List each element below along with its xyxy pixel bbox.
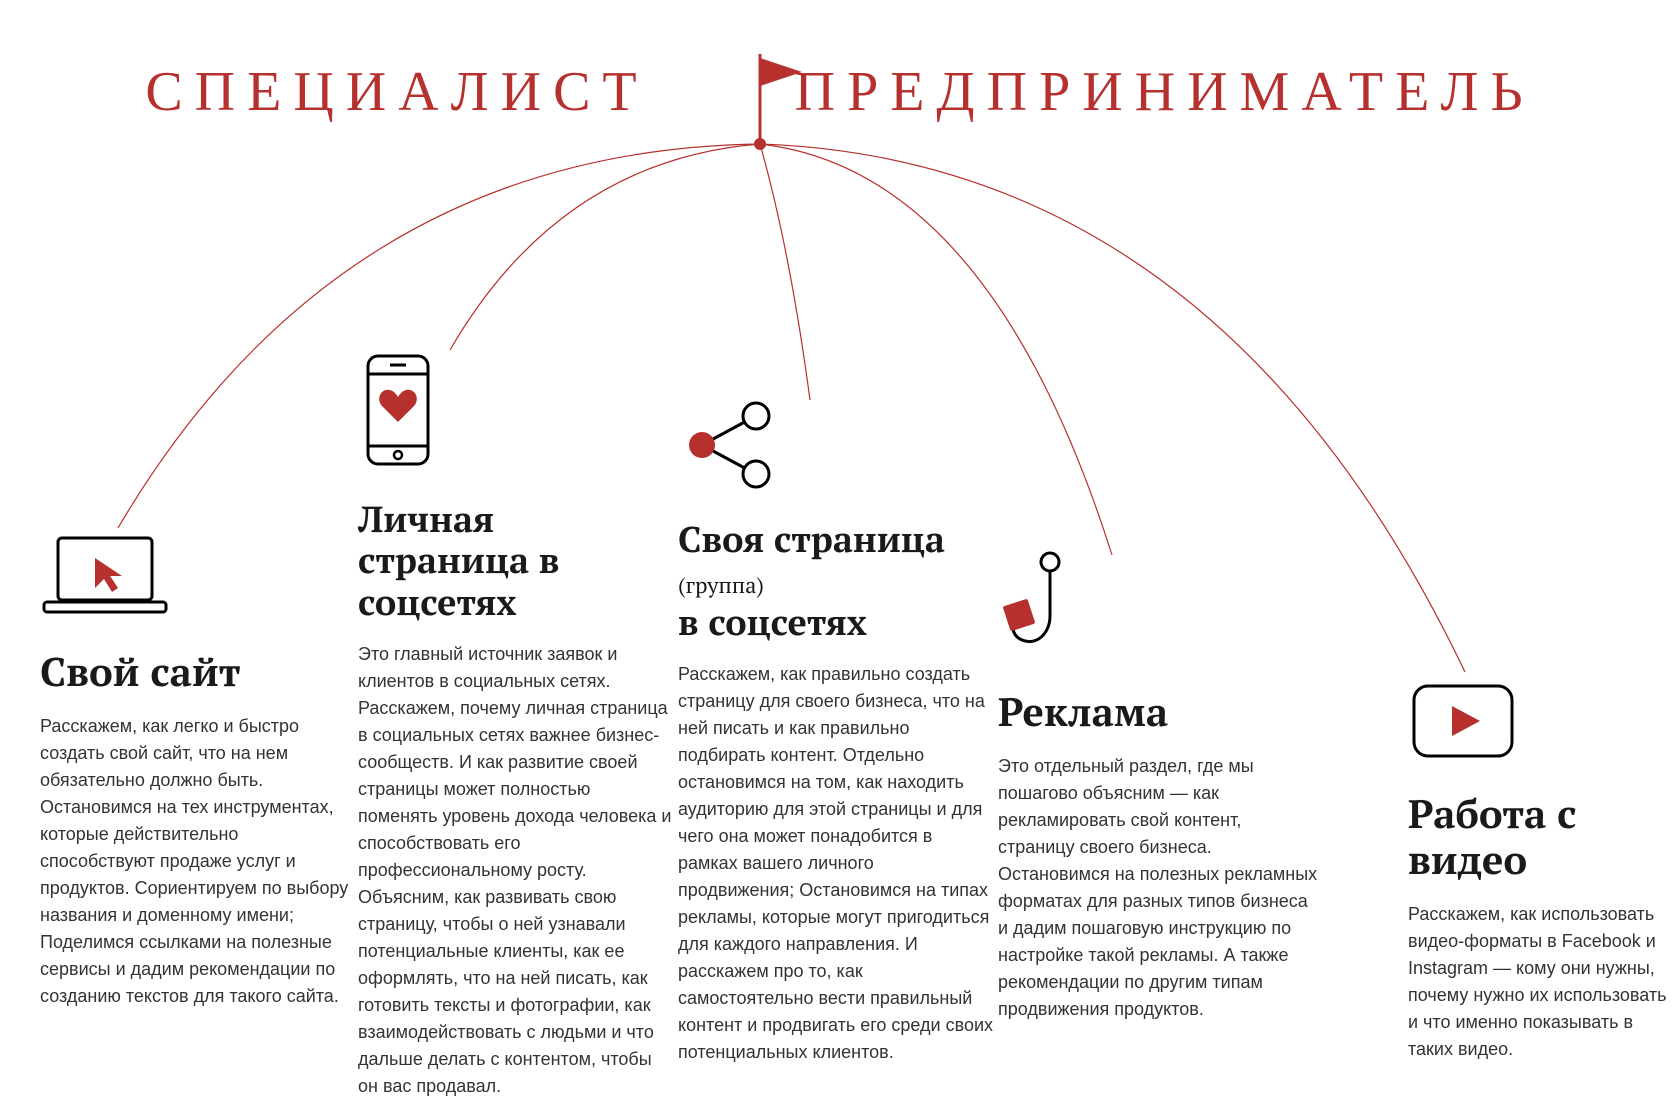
branch-body: Это главный источник заявок и клиентов в…: [358, 641, 674, 1100]
branch-ads: Реклама Это отдельный раздел, где мы поша…: [998, 550, 1318, 1023]
root-node: [754, 138, 766, 150]
branch-title: Свой сайт: [40, 649, 356, 695]
branch-body: Расскажем, как использовать видео-формат…: [1408, 901, 1668, 1063]
title-sub: (группа): [678, 571, 764, 600]
header-word-1: СПЕЦИАЛИСТ: [145, 61, 648, 123]
branch-body: Расскажем, как легко и быстро создать св…: [40, 713, 356, 1010]
flag-icon: [752, 54, 812, 144]
title-line2: в соцсетях: [678, 599, 867, 646]
branch-personal-page: Личная страница в соцсетях Это главный ис…: [358, 350, 674, 1100]
branch-body: Расскажем, как правильно создать страниц…: [678, 661, 994, 1066]
header-word-2: ПРЕДПРИНИМАТЕЛЬ: [795, 61, 1535, 123]
branch-title: Реклама: [998, 689, 1318, 735]
header: СПЕЦИАЛИСТ ПРЕДПРИНИМАТЕЛЬ: [0, 60, 1680, 124]
branch-business-page: Своя страница (группа)в соцсетях Расскаже…: [678, 400, 994, 1066]
hook-icon: [998, 550, 1318, 665]
share-icon: [678, 400, 994, 495]
branch-title: Личная страница в соцсетях: [358, 499, 674, 623]
phone-heart-icon: [358, 350, 674, 475]
laptop-cursor-icon: [40, 530, 356, 625]
branch-site: Свой сайт Расскажем, как легко и быстро с…: [40, 530, 356, 1010]
branch-video: Работа с видео Расскажем, как использоват…: [1408, 680, 1668, 1063]
video-play-icon: [1408, 680, 1668, 767]
branch-body: Это отдельный раздел, где мы пошагово об…: [998, 753, 1318, 1023]
header-title: СПЕЦИАЛИСТ ПРЕДПРИНИМАТЕЛЬ: [145, 60, 1534, 124]
branch-title: Работа с видео: [1408, 791, 1668, 883]
branch-title: Своя страница (группа)в соцсетях: [678, 519, 994, 643]
title-line1: Своя страница: [678, 516, 945, 563]
